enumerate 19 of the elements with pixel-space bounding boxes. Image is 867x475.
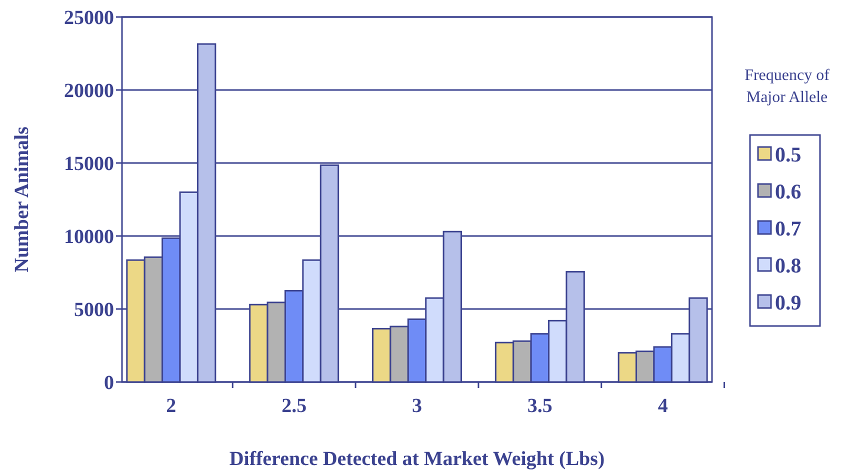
- y-tick-label: 20000: [64, 80, 114, 102]
- y-tick-label: 25000: [64, 7, 114, 29]
- legend-label: 0.7: [775, 216, 802, 240]
- y-tick-label: 10000: [64, 226, 114, 248]
- legend-label: 0.8: [775, 253, 802, 278]
- y-tick-label: 5000: [74, 299, 114, 321]
- x-tick-label: 4: [658, 395, 668, 417]
- x-tick-label: 2.5: [282, 395, 307, 417]
- legend-label: 0.6: [775, 179, 802, 204]
- legend-label: 0.9: [775, 290, 802, 314]
- legend-label: 0.5: [775, 142, 802, 166]
- y-axis-title: Number Animals: [11, 126, 33, 272]
- x-tick-label: 3: [412, 395, 422, 417]
- x-tick-label: 2: [166, 395, 176, 417]
- x-axis-title: Difference Detected at Market Weight (Lbs): [229, 448, 605, 470]
- y-tick-label: 0: [104, 372, 114, 394]
- x-tick-label: 3.5: [527, 395, 552, 417]
- y-tick-label: 15000: [64, 153, 114, 175]
- legend-title: Frequency of Major Allele: [744, 67, 830, 106]
